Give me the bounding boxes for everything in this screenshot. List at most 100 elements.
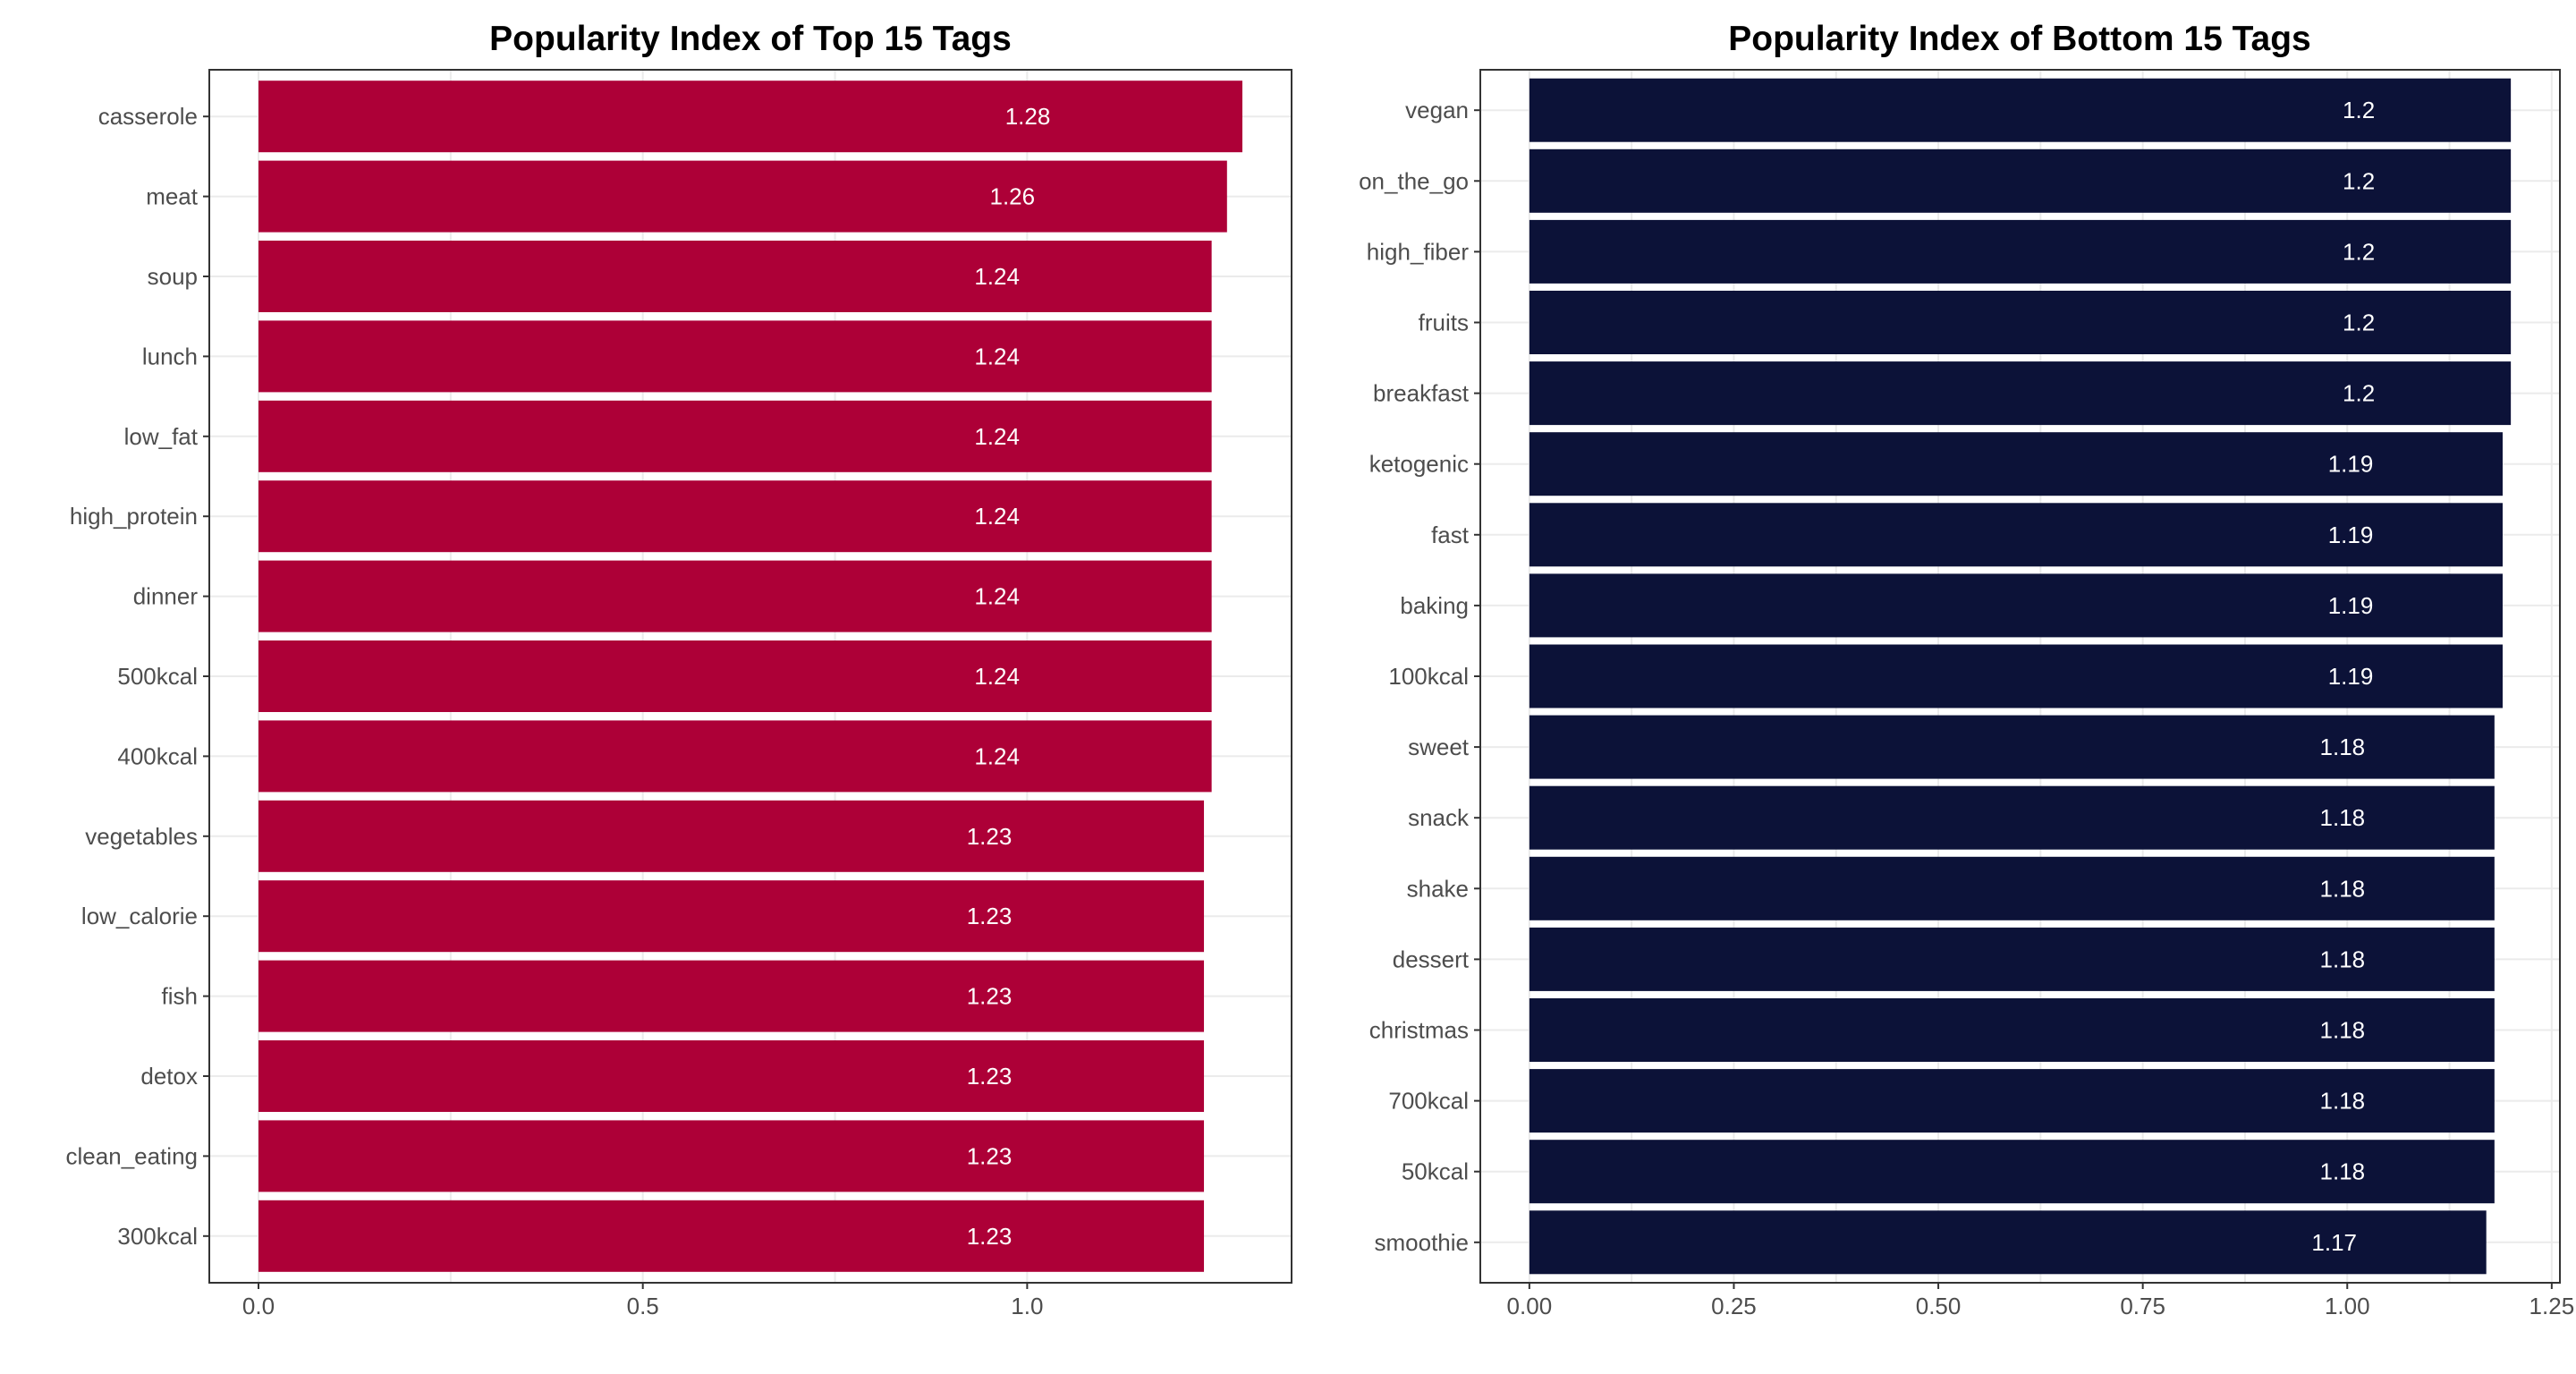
- bottom-tags-bar: [1529, 1069, 2495, 1133]
- top-tags-bar-value-label: 1.23: [967, 1063, 1013, 1090]
- bottom-tags-bar-value-label: 1.19: [2328, 592, 2374, 619]
- bottom-tags-bar: [1529, 78, 2512, 142]
- top-tags-y-tick-label: low_fat: [124, 423, 199, 450]
- top-tags-y-tick-label: soup: [148, 263, 198, 290]
- bottom-tags-x-tick-label: 0.25: [1711, 1293, 1757, 1319]
- bottom-tags-chart-title: Popularity Index of Bottom 15 Tags: [1728, 20, 2311, 58]
- bottom-tags-chart: Popularity Index of Bottom 15 Tags 1.2 1.…: [1359, 20, 2574, 1319]
- bottom-tags-x-tick-label: 1.25: [2529, 1293, 2575, 1319]
- bottom-tags-y-tick-label: dessert: [1393, 946, 1470, 972]
- top-tags-bar: [258, 1120, 1205, 1192]
- bottom-tags-bar-value-label: 1.18: [2320, 875, 2366, 902]
- top-tags-bar-value-label: 1.23: [967, 823, 1013, 850]
- top-tags-bar: [258, 1040, 1205, 1112]
- top-tags-bar-value-label: 1.24: [974, 343, 1020, 369]
- bottom-tags-bar: [1529, 432, 2503, 496]
- bottom-tags-bar-value-label: 1.18: [2320, 734, 2366, 760]
- bottom-tags-y-tick-label: fast: [1431, 522, 1470, 548]
- top-tags-bar-value-label: 1.26: [990, 183, 1036, 210]
- top-tags-bar-value-label: 1.23: [967, 1142, 1013, 1169]
- top-tags-y-tick-label: fish: [162, 983, 198, 1010]
- bottom-tags-bar: [1529, 361, 2512, 426]
- bottom-tags-y-tick-label: 50kcal: [1402, 1158, 1469, 1185]
- bottom-tags-x-tick-label: 1.00: [2325, 1293, 2370, 1319]
- bottom-tags-bar: [1529, 573, 2503, 638]
- top-tags-bar: [258, 800, 1205, 872]
- top-tags-x-tick-label: 0.5: [627, 1293, 659, 1319]
- bottom-tags-y-tick-label: sweet: [1408, 734, 1470, 760]
- bottom-tags-y-tick-label: 100kcal: [1388, 663, 1469, 690]
- bottom-tags-y-tick-label: breakfast: [1373, 380, 1470, 407]
- bottom-tags-bar-value-label: 1.18: [2320, 946, 2366, 972]
- bottom-tags-bar-value-label: 1.18: [2320, 1158, 2366, 1185]
- bottom-tags-bar: [1529, 785, 2495, 850]
- bottom-tags-bar: [1529, 503, 2503, 567]
- top-tags-y-tick-label: casserole: [98, 103, 198, 130]
- top-tags-bar-value-label: 1.23: [967, 903, 1013, 929]
- top-tags-bar-value-label: 1.24: [974, 503, 1020, 530]
- top-tags-y-tick-label: 300kcal: [117, 1223, 198, 1250]
- bottom-tags-bar: [1529, 927, 2495, 991]
- top-tags-bar: [258, 480, 1212, 553]
- top-tags-bar: [258, 81, 1242, 153]
- top-tags-bar: [258, 1200, 1205, 1272]
- top-tags-bar-value-label: 1.23: [967, 983, 1013, 1010]
- top-tags-y-tick-label: lunch: [142, 343, 198, 369]
- top-tags-bar: [258, 400, 1212, 472]
- top-tags-bar-value-label: 1.24: [974, 742, 1020, 769]
- top-tags-x-tick-label: 0.0: [242, 1293, 275, 1319]
- bottom-tags-y-tick-label: fruits: [1419, 310, 1469, 336]
- bottom-tags-bar: [1529, 644, 2503, 708]
- bottom-tags-x-tick-label: 0.75: [2120, 1293, 2165, 1319]
- top-tags-bar: [258, 160, 1227, 233]
- top-tags-y-tick-label: meat: [146, 183, 199, 210]
- bottom-tags-bar: [1529, 1140, 2495, 1204]
- bottom-tags-bar: [1529, 715, 2495, 779]
- top-tags-y-tick-label: vegetables: [85, 823, 198, 850]
- top-tags-bar: [258, 560, 1212, 632]
- top-tags-bar-value-label: 1.24: [974, 423, 1020, 450]
- bottom-tags-bar-value-label: 1.18: [2320, 804, 2366, 831]
- top-tags-y-tick-label: dinner: [133, 583, 199, 610]
- top-tags-bar-value-label: 1.24: [974, 663, 1020, 690]
- top-tags-y-tick-label: 500kcal: [117, 663, 198, 690]
- top-tags-y-tick-label: low_calorie: [81, 903, 198, 929]
- bottom-tags-bar-value-label: 1.2: [2343, 167, 2375, 194]
- top-tags-bar: [258, 640, 1212, 712]
- bottom-tags-bar-value-label: 1.19: [2328, 451, 2374, 478]
- top-tags-y-tick-label: high_protein: [70, 503, 198, 530]
- bottom-tags-bar: [1529, 148, 2512, 213]
- bottom-tags-bar-value-label: 1.17: [2311, 1229, 2357, 1256]
- top-tags-bar: [258, 241, 1212, 312]
- top-tags-bar-value-label: 1.23: [967, 1223, 1013, 1250]
- top-tags-bar: [258, 320, 1212, 393]
- bottom-tags-bar-value-label: 1.19: [2328, 663, 2374, 690]
- top-tags-bar-value-label: 1.24: [974, 583, 1020, 610]
- bottom-tags-y-tick-label: high_fiber: [1367, 238, 1470, 265]
- bottom-tags-bar: [1529, 219, 2512, 284]
- bottom-tags-bar: [1529, 856, 2495, 920]
- top-tags-chart-title: Popularity Index of Top 15 Tags: [489, 20, 1012, 58]
- bottom-tags-y-tick-label: 700kcal: [1388, 1088, 1469, 1115]
- bottom-tags-bar-value-label: 1.2: [2343, 310, 2375, 336]
- bottom-tags-bar-value-label: 1.18: [2320, 1017, 2366, 1044]
- top-tags-y-tick-label: clean_eating: [66, 1142, 198, 1169]
- top-tags-y-tick-label: 400kcal: [117, 742, 198, 769]
- bottom-tags-y-tick-label: on_the_go: [1359, 167, 1469, 194]
- bottom-tags-bar: [1529, 291, 2512, 354]
- bottom-tags-bar-value-label: 1.18: [2320, 1088, 2366, 1115]
- bottom-tags-y-tick-label: shake: [1407, 875, 1469, 902]
- top-tags-x-tick-label: 1.0: [1011, 1293, 1043, 1319]
- bottom-tags-bar: [1529, 998, 2495, 1062]
- bottom-tags-bar-value-label: 1.2: [2343, 97, 2375, 123]
- bottom-tags-bar-value-label: 1.2: [2343, 238, 2375, 265]
- top-tags-bar-value-label: 1.28: [1005, 103, 1051, 130]
- bottom-tags-y-tick-label: ketogenic: [1369, 451, 1469, 478]
- bottom-tags-y-tick-label: snack: [1408, 804, 1470, 831]
- bottom-tags-bar: [1529, 1210, 2487, 1275]
- bottom-tags-x-tick-label: 0.50: [1916, 1293, 1962, 1319]
- bottom-tags-bar-value-label: 1.2: [2343, 380, 2375, 407]
- bottom-tags-y-tick-label: vegan: [1405, 97, 1469, 123]
- bottom-tags-y-tick-label: christmas: [1369, 1017, 1469, 1044]
- bottom-tags-bar-value-label: 1.19: [2328, 522, 2374, 548]
